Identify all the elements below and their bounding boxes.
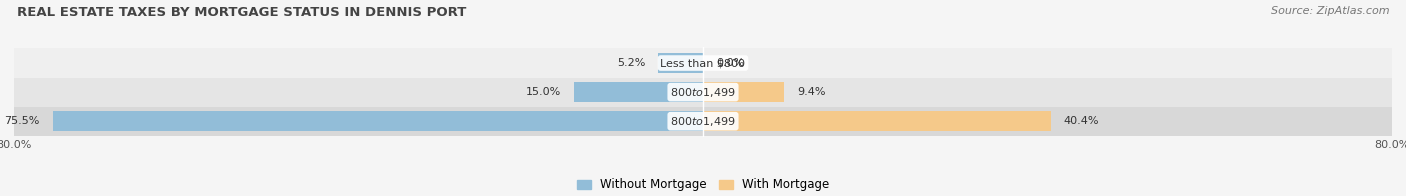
Text: $800 to $1,499: $800 to $1,499 xyxy=(671,115,735,128)
Text: 15.0%: 15.0% xyxy=(526,87,561,97)
Text: $800 to $1,499: $800 to $1,499 xyxy=(671,86,735,99)
Legend: Without Mortgage, With Mortgage: Without Mortgage, With Mortgage xyxy=(572,174,834,196)
Text: 40.4%: 40.4% xyxy=(1064,116,1099,126)
Bar xyxy=(53,111,703,131)
Text: 0.0%: 0.0% xyxy=(716,58,744,68)
Text: Less than $800: Less than $800 xyxy=(661,58,745,68)
Bar xyxy=(14,78,1392,107)
Bar xyxy=(574,82,703,102)
Text: 75.5%: 75.5% xyxy=(4,116,39,126)
Bar xyxy=(658,53,703,73)
Text: 5.2%: 5.2% xyxy=(617,58,645,68)
Bar xyxy=(703,111,1050,131)
Text: 9.4%: 9.4% xyxy=(797,87,825,97)
Bar xyxy=(703,82,785,102)
Text: Source: ZipAtlas.com: Source: ZipAtlas.com xyxy=(1271,6,1389,16)
Bar xyxy=(14,107,1392,136)
Text: REAL ESTATE TAXES BY MORTGAGE STATUS IN DENNIS PORT: REAL ESTATE TAXES BY MORTGAGE STATUS IN … xyxy=(17,6,467,19)
Bar xyxy=(14,48,1392,78)
